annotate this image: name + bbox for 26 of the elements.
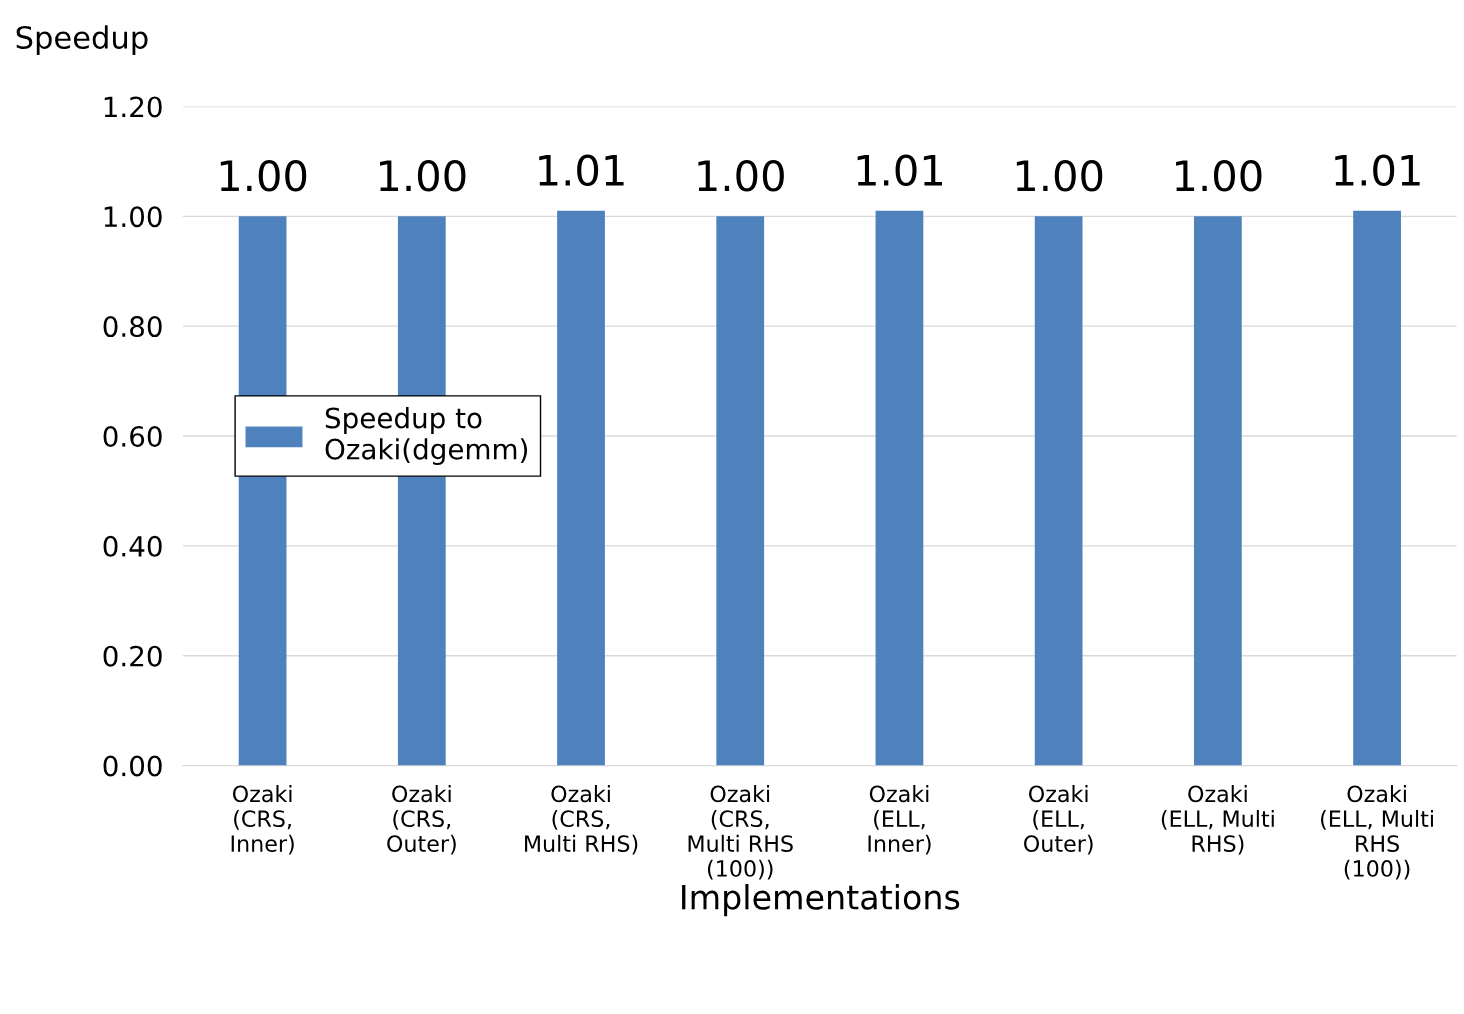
x-tick-label: Ozaki (ELL, Inner) — [868, 785, 931, 855]
data-label: 1.01 — [539, 154, 624, 187]
y-tick-label: 0.20 — [103, 645, 162, 667]
data-label: 1.01 — [1335, 154, 1420, 187]
data-label: 1.00 — [1016, 160, 1103, 192]
x-tick-label: Ozaki (ELL, Outer) — [1024, 785, 1093, 855]
x-tick-label: Ozaki (CRS, Inner) — [231, 785, 294, 855]
data-label: 1.00 — [220, 160, 307, 192]
x-tick-label: Ozaki (CRS, Multi RHS (100)) — [688, 785, 793, 880]
data-label: 1.00 — [380, 160, 466, 192]
data-label: 1.00 — [698, 160, 784, 192]
y-tick-label: 0.80 — [103, 316, 162, 338]
y-tick-label: 1.20 — [104, 96, 162, 118]
x-tick-label: Ozaki (CRS, Multi RHS) — [525, 785, 638, 855]
x-tick-label: Ozaki (CRS, Outer) — [387, 785, 456, 855]
data-label: 1.01 — [857, 154, 942, 187]
y-tick-label: 1.00 — [104, 206, 162, 228]
y-tick-label: 0.00 — [103, 755, 162, 777]
x-axis-title: Implementations — [682, 883, 960, 917]
y-axis-title: Speedup — [16, 25, 148, 55]
x-tick-label: Ozaki (ELL, Multi RHS) — [1161, 785, 1274, 855]
legend-label: Speedup to Ozaki(dgemm) — [325, 407, 528, 466]
y-tick-label: 0.40 — [103, 535, 162, 557]
x-tick-label: Ozaki (ELL, Multi RHS (100)) — [1321, 785, 1433, 880]
data-label: 1.00 — [1176, 160, 1262, 192]
y-tick-label: 0.60 — [103, 425, 162, 447]
